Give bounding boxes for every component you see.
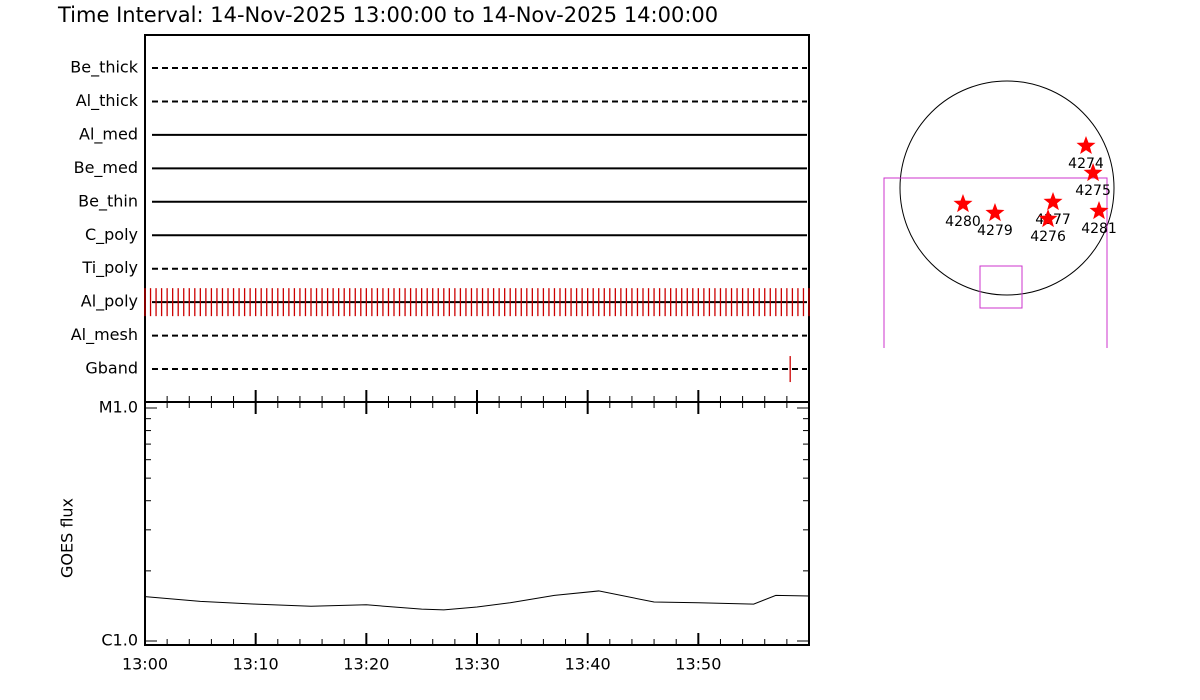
y-axis-label: GOES flux — [58, 498, 77, 578]
active-region-label: 4279 — [977, 223, 1013, 239]
active-region-marker — [1043, 192, 1063, 211]
active-region-marker — [953, 193, 973, 213]
active-region-label: 4275 — [1075, 183, 1111, 199]
solar-disk — [899, 80, 1115, 296]
active-region-marker — [1038, 209, 1058, 228]
x-tick-label: 13:50 — [675, 655, 721, 674]
row-label: Gband — [85, 359, 138, 378]
row-label: Al_mesh — [71, 325, 138, 345]
active-region-marker — [1083, 162, 1103, 182]
row-label: Al_med — [79, 124, 138, 144]
active-region-label: 4274 — [1068, 156, 1104, 172]
row-label: Al_poly — [81, 292, 138, 312]
timeline-frame — [144, 34, 810, 403]
active-region-label: 4281 — [1081, 221, 1117, 237]
y-tick-label: C1.0 — [101, 631, 138, 650]
fov-small-box — [979, 265, 1023, 309]
x-tick-label: 13:30 — [454, 655, 500, 674]
chart-title: Time Interval: 14-Nov-2025 13:00:00 to 1… — [57, 3, 718, 27]
active-region-marker — [1089, 201, 1109, 220]
row-label: C_poly — [85, 225, 138, 245]
x-tick-label: 13:40 — [565, 655, 611, 674]
x-tick-label: 13:10 — [233, 655, 279, 674]
goes-frame — [144, 401, 810, 646]
active-region-label: 4276 — [1030, 229, 1066, 245]
x-tick-label: 13:20 — [343, 655, 389, 674]
fov-box — [883, 177, 1108, 348]
row-label: Ti_poly — [81, 258, 138, 278]
goes-curve — [144, 590, 810, 611]
x-tick-label: 13:00 — [122, 655, 168, 674]
row-label: Al_thick — [76, 91, 139, 111]
active-region-marker — [1076, 135, 1096, 155]
active-region-label: 4280 — [945, 214, 981, 230]
row-label: Be_thin — [78, 191, 138, 211]
y-tick-label: M1.0 — [99, 398, 138, 417]
row-label: Be_thick — [70, 58, 138, 78]
active-region-marker — [985, 203, 1005, 222]
row-label: Be_med — [74, 158, 138, 178]
